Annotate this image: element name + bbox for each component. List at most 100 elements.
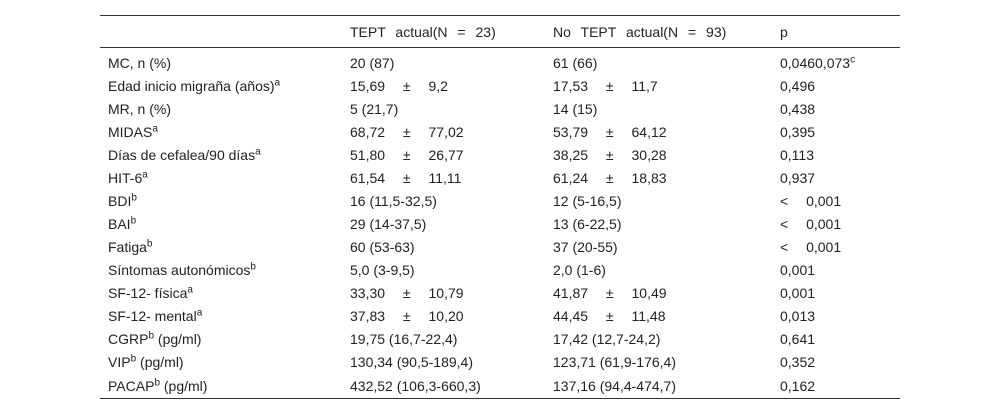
row-label: Síntomas autonómicosb [100,258,342,281]
table-row: MR, n (%) 5 (21,7) 14 (15) 0,438 [100,97,900,120]
footnote-mark: b [130,352,137,364]
cell-text: 0,395 [780,123,816,140]
cell-text: 137,16 (94,4-474,7) [553,377,676,394]
table-cell: 0,641 [772,327,900,350]
footnote-mark: a [187,283,193,295]
cell-text: 29 (14-37,5) [350,215,427,232]
row-label: MC, n (%) [100,48,342,75]
table-cell: 15,69 ± 9,2 [342,74,545,97]
row-label: CGRPb (pg/ml) [100,327,342,350]
table-cell: 61,24 ± 18,83 [545,166,772,189]
footnote-mark: b [154,376,160,388]
cell-text: 51,80 ± 26,77 [350,146,464,163]
table-cell: 137,16 (94,4-474,7) [545,373,772,399]
cell-text: 37,83 ± 10,20 [350,307,464,324]
table-row: Días de cefalea/90 díasa 51,80 ± 26,77 38,… [100,143,900,166]
cell-text: 0,162 [780,377,816,394]
header-cell: No TEPT actual(N = 93) [545,15,772,48]
table-cell: 5 (21,7) [342,97,545,120]
cell-text: HIT-6 [108,169,143,186]
table-row: MC, n (%) 20 (87) 61 (66) 0,0460,073c [100,48,900,75]
table-cell: 61 (66) [545,48,772,75]
cell-unit: (pg/ml) [154,330,202,347]
cell-text: 53,79 ± 64,12 [553,123,667,140]
table-cell: 0,937 [772,166,900,189]
table-cell: 37 (20-55) [545,235,772,258]
cell-text: 33,30 ± 10,79 [350,284,464,301]
footnote-mark: b [250,260,256,272]
footnote-mark: b [146,237,153,249]
cell-text: 17,53 ± 11,7 [553,77,658,94]
cell-text: 0,496 [780,77,816,94]
cell-text: < 0,001 [780,215,842,232]
table-cell: 0,438 [772,97,900,120]
table-row: HIT-6a 61,54 ± 11,11 61,24 ± 18,83 0,937 [100,166,900,189]
table-cell: 130,34 (90,5-189,4) [342,350,545,373]
table-cell: 12 (5-16,5) [545,189,772,212]
table-cell: 51,80 ± 26,77 [342,143,545,166]
footnote-mark: a [196,306,203,318]
table-cell: < 0,001 [772,235,900,258]
table-cell: 29 (14-37,5) [342,212,545,235]
table-cell: 0,013 [772,304,900,327]
cell-text: 0,438 [780,100,816,117]
cell-text: 61 (66) [553,54,598,71]
row-label: PACAPb (pg/ml) [100,373,342,399]
cell-unit: (pg/ml) [136,353,184,370]
cell-text: 2,0 (1-6) [553,261,606,278]
table-cell: 41,87 ± 10,49 [545,281,772,304]
header-cell: TEPT actual(N = 23) [342,15,545,48]
cell-text: 5,0 (3-9,5) [350,261,415,278]
footnote-mark: a [274,76,281,88]
table-cell: 20 (87) [342,48,545,75]
table-row: PACAPb (pg/ml) 432,52 (106,3-660,3) 137,16… [100,373,900,399]
cell-text: 0,001 [780,284,816,301]
row-label: VIPb (pg/ml) [100,350,342,373]
table-cell: 2,0 (1-6) [545,258,772,281]
data-table: TEPT actual(N = 23) No TEPT actual(N = 93… [100,15,900,399]
cell-text: 0,001 [780,261,816,278]
cell-unit: (pg/ml) [160,377,208,394]
row-label: MR, n (%) [100,97,342,120]
row-label: SF-12- mentala [100,304,342,327]
table-cell: 53,79 ± 64,12 [545,120,772,143]
table-cell: 17,42 (12,7-24,2) [545,327,772,350]
table-cell: 0,496 [772,74,900,97]
cell-text: 123,71 (61,9-176,4) [553,353,676,370]
row-label: MIDASa [100,120,342,143]
cell-text: MR, n (%) [108,100,171,117]
table-cell: < 0,001 [772,189,900,212]
table-cell: 123,71 (61,9-176,4) [545,350,772,373]
table-body: MC, n (%) 20 (87) 61 (66) 0,0460,073c Edad i… [100,48,900,399]
header-row: TEPT actual(N = 23) No TEPT actual(N = 93… [100,15,900,48]
cell-text: 16 (11,5-32,5) [350,192,437,209]
cell-text: BAI [108,215,131,232]
table-cell: 16 (11,5-32,5) [342,189,545,212]
cell-text: MC, n (%) [108,54,171,71]
cell-text: Edad inicio migraña (años) [108,77,275,94]
table-row: Síntomas autonómicosb 5,0 (3-9,5) 2,0 (1-6… [100,258,900,281]
footnote-mark: c [850,53,856,65]
cell-text: 130,34 (90,5-189,4) [350,353,473,370]
footnote-mark: b [148,329,155,341]
table-row: MIDASa 68,72 ± 77,02 53,79 ± 64,12 0,395 [100,120,900,143]
cell-text: 0,352 [780,353,816,370]
cell-text: VIP [108,353,131,370]
table-cell: 60 (53-63) [342,235,545,258]
table-cell: 0,395 [772,120,900,143]
row-label: BAIb [100,212,342,235]
cell-text: 61,54 ± 11,11 [350,169,462,186]
table-row: VIPb (pg/ml) 130,34 (90,5-189,4) 123,71 (6… [100,350,900,373]
cell-text: 61,24 ± 18,83 [553,169,667,186]
cell-text: 0,113 [780,146,814,163]
table-cell: 0,001 [772,258,900,281]
cell-text: 68,72 ± 77,02 [350,123,464,140]
cell-text: 13 (6-22,5) [553,215,622,232]
footnote-mark: b [131,191,137,203]
cell-text: 44,45 ± 11,48 [553,307,666,324]
cell-text: SF-12- física [108,284,188,301]
table-row: SF-12- físicaa 33,30 ± 10,79 41,87 ± 10,49… [100,281,900,304]
table-row: BAIb 29 (14-37,5) 13 (6-22,5) < 0,001 [100,212,900,235]
cell-text: 20 (87) [350,54,395,71]
